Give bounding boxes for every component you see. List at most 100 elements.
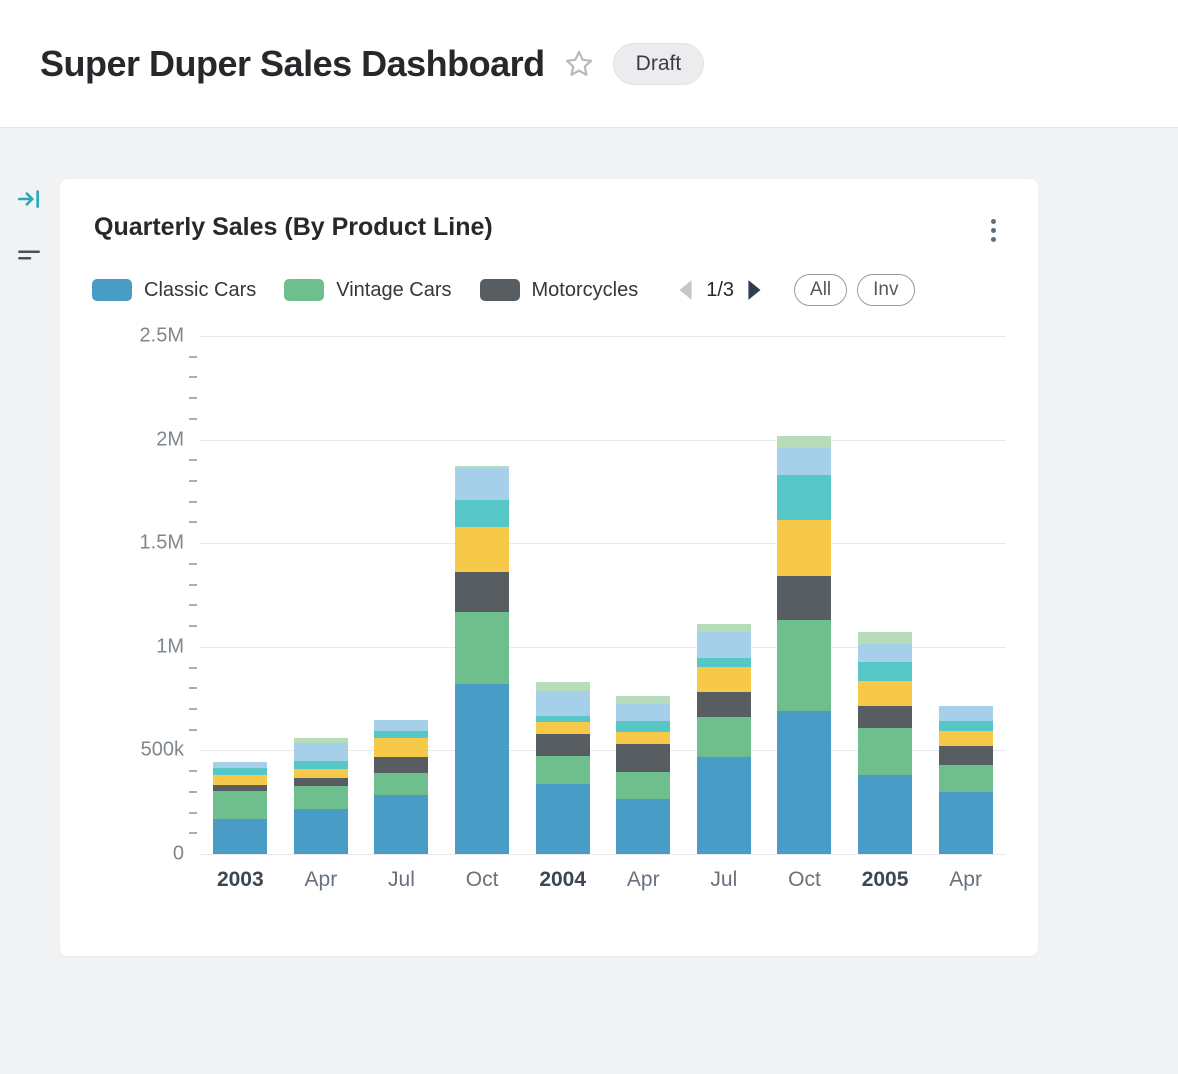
bar-segment[interactable] bbox=[213, 768, 268, 776]
all-button[interactable]: All bbox=[794, 274, 848, 306]
y-axis-minor-tick bbox=[189, 500, 197, 503]
bar-segment[interactable] bbox=[616, 772, 671, 800]
bar-segment[interactable] bbox=[535, 783, 590, 854]
bar-segment[interactable] bbox=[696, 692, 751, 718]
bar-segment[interactable] bbox=[616, 703, 671, 722]
bar-2003-0[interactable] bbox=[213, 761, 268, 854]
bar-segment[interactable] bbox=[455, 465, 510, 468]
bar-segment[interactable] bbox=[858, 643, 913, 663]
bar-segment[interactable] bbox=[938, 705, 993, 722]
y-axis-label: 1.5M bbox=[139, 531, 184, 554]
bar-segment[interactable] bbox=[455, 611, 510, 685]
bar-segment[interactable] bbox=[616, 721, 671, 732]
bar-segment[interactable] bbox=[858, 662, 913, 682]
bar-segment[interactable] bbox=[696, 624, 751, 633]
pager-next-icon[interactable] bbox=[746, 279, 764, 301]
filter-icon[interactable] bbox=[16, 242, 42, 268]
bar-segment[interactable] bbox=[616, 731, 671, 745]
bar-segment[interactable] bbox=[535, 716, 590, 723]
bar-segment[interactable] bbox=[293, 769, 348, 779]
x-axis-label: Oct bbox=[788, 868, 821, 891]
bar-segment[interactable] bbox=[293, 809, 348, 854]
bar-segment[interactable] bbox=[535, 733, 590, 756]
bar-segment[interactable] bbox=[938, 721, 993, 731]
bar-segment[interactable] bbox=[696, 658, 751, 667]
bar-segment[interactable] bbox=[858, 705, 913, 728]
bar-segment[interactable] bbox=[696, 666, 751, 693]
bar-segment[interactable] bbox=[213, 775, 268, 785]
bar-segment[interactable] bbox=[696, 756, 751, 854]
bar-segment[interactable] bbox=[777, 520, 832, 577]
bar-segment[interactable] bbox=[535, 722, 590, 734]
bar-segment[interactable] bbox=[616, 799, 671, 854]
bar-segment[interactable] bbox=[293, 778, 348, 786]
bar-segment[interactable] bbox=[374, 730, 429, 738]
favorite-star-icon[interactable] bbox=[563, 48, 595, 80]
bar-2004-4[interactable] bbox=[535, 682, 590, 854]
bar-segment[interactable] bbox=[535, 691, 590, 717]
bar-segment[interactable] bbox=[213, 790, 268, 819]
legend-item-classic-cars[interactable]: Classic Cars bbox=[92, 279, 256, 302]
bar-segment[interactable] bbox=[374, 720, 429, 731]
bar-segment[interactable] bbox=[293, 785, 348, 810]
legend-label: Vintage Cars bbox=[336, 278, 452, 301]
bar-segment[interactable] bbox=[455, 499, 510, 527]
bar-segment[interactable] bbox=[213, 784, 268, 791]
bar-segment[interactable] bbox=[858, 681, 913, 706]
bar-apr-1[interactable] bbox=[293, 738, 348, 854]
bar-segment[interactable] bbox=[938, 791, 993, 854]
plot-area bbox=[200, 336, 1006, 855]
bar-segment[interactable] bbox=[858, 632, 913, 644]
bar-oct-7[interactable] bbox=[777, 435, 832, 854]
bar-segment[interactable] bbox=[777, 576, 832, 620]
bar-segment[interactable] bbox=[455, 684, 510, 854]
y-axis-minor-tick bbox=[189, 562, 197, 565]
kebab-menu-icon[interactable] bbox=[981, 213, 1006, 248]
bar-segment[interactable] bbox=[858, 727, 913, 776]
bar-segment[interactable] bbox=[293, 738, 348, 744]
bar-segment[interactable] bbox=[777, 435, 832, 448]
y-axis-minor-tick bbox=[189, 728, 197, 731]
bar-2005-8[interactable] bbox=[858, 632, 913, 854]
x-axis-label: Oct bbox=[465, 868, 499, 891]
bar-segment[interactable] bbox=[535, 682, 590, 692]
bar-segment[interactable] bbox=[696, 717, 751, 757]
bar-segment[interactable] bbox=[293, 743, 348, 761]
bar-segment[interactable] bbox=[777, 447, 832, 475]
bar-segment[interactable] bbox=[374, 756, 429, 774]
y-axis-minor-tick bbox=[189, 666, 197, 669]
bar-segment[interactable] bbox=[616, 695, 671, 704]
y-axis-minor-tick bbox=[189, 790, 197, 793]
bar-jul-6[interactable] bbox=[696, 624, 751, 854]
bar-segment[interactable] bbox=[455, 526, 510, 573]
x-axis-label: Apr bbox=[949, 868, 982, 891]
bar-segment[interactable] bbox=[455, 467, 510, 500]
legend-item-vintage-cars[interactable]: Vintage Cars bbox=[284, 278, 452, 302]
bar-segment[interactable] bbox=[777, 474, 832, 521]
inv-button[interactable]: Inv bbox=[857, 274, 915, 306]
bar-segment[interactable] bbox=[374, 738, 429, 757]
bar-segment[interactable] bbox=[696, 632, 751, 659]
bar-segment[interactable] bbox=[374, 794, 429, 854]
bar-segment[interactable] bbox=[777, 711, 832, 854]
legend-item-motorcycles[interactable]: Motorcycles bbox=[479, 279, 638, 302]
bar-segment[interactable] bbox=[535, 755, 590, 784]
bar-oct-3[interactable] bbox=[455, 465, 510, 854]
bar-segment[interactable] bbox=[293, 760, 348, 770]
bar-apr-9[interactable] bbox=[938, 705, 993, 854]
bar-segment[interactable] bbox=[858, 775, 913, 854]
bar-jul-2[interactable] bbox=[374, 720, 429, 854]
bar-apr-5[interactable] bbox=[616, 695, 671, 854]
bar-segment[interactable] bbox=[777, 619, 832, 712]
bar-segment[interactable] bbox=[455, 572, 510, 612]
bar-segment[interactable] bbox=[616, 744, 671, 773]
bar-segment[interactable] bbox=[213, 818, 268, 854]
bar-segment[interactable] bbox=[938, 746, 993, 765]
chart-controls: Classic Cars Vintage Cars Motorcycles 1/… bbox=[92, 274, 1006, 306]
bar-segment[interactable] bbox=[938, 730, 993, 747]
collapse-panel-icon[interactable] bbox=[16, 186, 42, 212]
bar-segment[interactable] bbox=[374, 773, 429, 795]
bar-segment[interactable] bbox=[938, 764, 993, 792]
bar-segment[interactable] bbox=[213, 761, 268, 769]
pager-prev-icon[interactable] bbox=[676, 279, 694, 301]
